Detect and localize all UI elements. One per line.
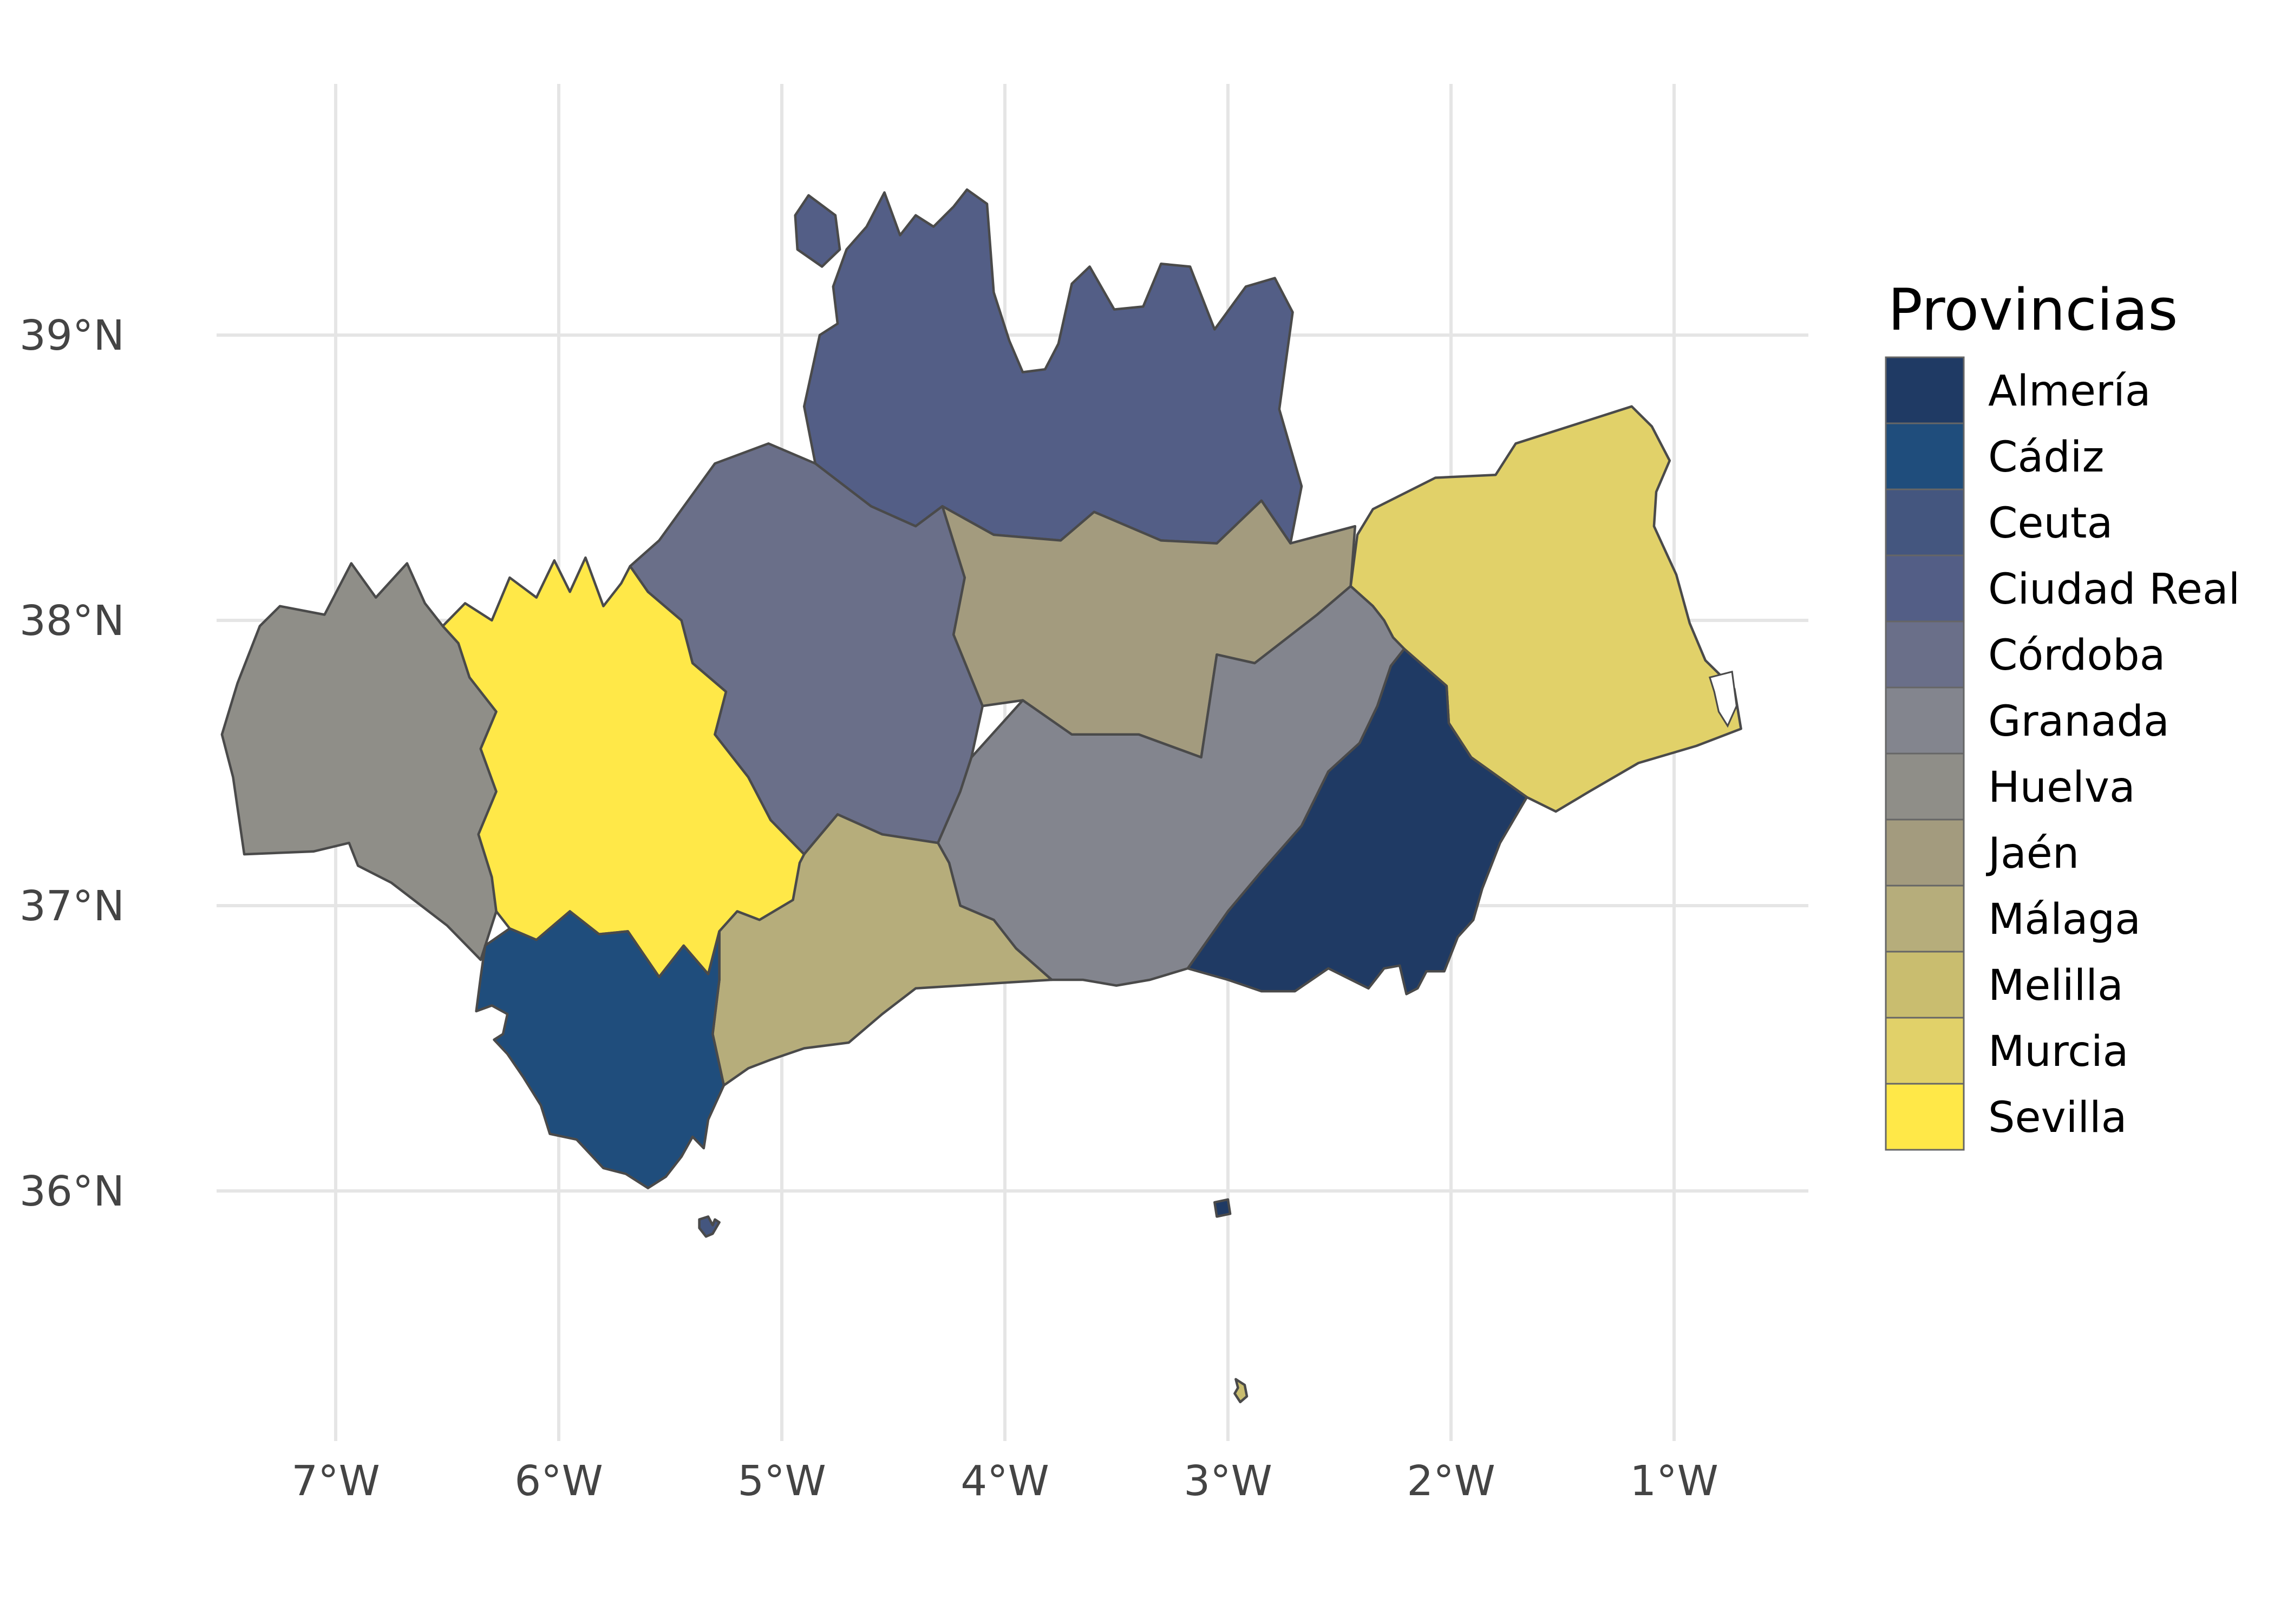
legend-label-huelva: Huelva: [1988, 763, 2135, 812]
y-axis-tick-label-38°n: 38°N: [19, 597, 125, 645]
y-axis-tick-label-36°n: 36°N: [19, 1168, 125, 1216]
legend-key-jaen: [1885, 818, 1965, 887]
legend-key-malaga: [1885, 885, 1965, 953]
legend-label-almeria: Almería: [1988, 367, 2151, 416]
x-axis-tick-label-1°w: 1°W: [1630, 1457, 1718, 1505]
x-axis-tick-label-5°w: 5°W: [737, 1457, 826, 1505]
legend-key-ceuta: [1885, 488, 1965, 556]
legend-title: Provincias: [1888, 277, 2178, 343]
legend-label-granada: Granada: [1988, 697, 2170, 746]
province-almeria-part2[interactable]: [1213, 1198, 1232, 1218]
legend-key-sevilla: [1885, 1083, 1965, 1151]
province-cadiz[interactable]: [475, 910, 726, 1189]
legend-label-ciudad-real: Ciudad Real: [1988, 565, 2240, 614]
province-almeria[interactable]: [1186, 647, 1528, 996]
mar-menor-lagoon: [1708, 670, 1738, 728]
legend-label-sevilla: Sevilla: [1988, 1093, 2127, 1142]
legend-label-cordoba: Córdoba: [1988, 631, 2165, 680]
legend-label-cadiz: Cádiz: [1988, 433, 2104, 482]
legend-key-cadiz: [1885, 422, 1965, 490]
legend-key-murcia: [1885, 1017, 1965, 1085]
legend-key-melilla: [1885, 951, 1965, 1019]
legend-key-ciudad-real: [1885, 554, 1965, 623]
y-axis-tick-label-37°n: 37°N: [19, 882, 125, 931]
x-axis-tick-label-6°w: 6°W: [514, 1457, 603, 1505]
legend-key-almeria: [1885, 356, 1965, 424]
legend: Provincias Almería Cádiz Ceuta Ciudad Real Có…: [1885, 277, 2240, 1151]
legend-label-murcia: Murcia: [1988, 1027, 2128, 1076]
x-axis-tick-label-2°w: 2°W: [1407, 1457, 1495, 1505]
x-axis-tick-label-4°w: 4°W: [960, 1457, 1049, 1505]
province-ciudad-real-part2[interactable]: [794, 194, 841, 268]
legend-key-huelva: [1885, 752, 1965, 821]
legend-label-ceuta: Ceuta: [1988, 499, 2113, 548]
legend-label-jaen: Jaén: [1985, 829, 2079, 878]
legend-label-melilla: Melilla: [1988, 961, 2123, 1010]
x-axis-tick-label-3°w: 3°W: [1184, 1457, 1272, 1505]
legend-key-cordoba: [1885, 620, 1965, 689]
province-melilla[interactable]: [1233, 1378, 1249, 1404]
legend-key-granada: [1885, 686, 1965, 755]
province-ceuta[interactable]: [698, 1215, 721, 1238]
province-polygons: [220, 188, 1742, 1404]
axis-labels: 7°W 6°W 5°W 4°W 3°W 2°W 1°W 39°N 38°N 37°N 36°N: [19, 312, 1718, 1505]
y-axis-tick-label-39°n: 39°N: [19, 312, 125, 360]
province-malaga[interactable]: [711, 813, 1053, 1087]
legend-label-malaga: Málaga: [1988, 895, 2141, 944]
x-axis-tick-label-7°w: 7°W: [291, 1457, 380, 1505]
